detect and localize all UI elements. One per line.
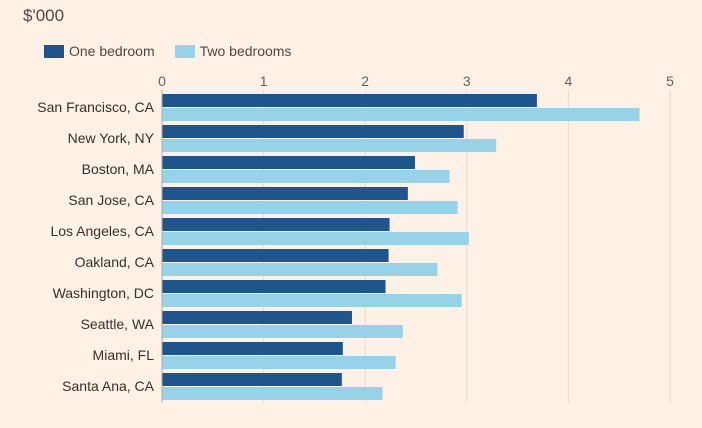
bar-one-bedroom: [162, 94, 537, 107]
x-tick-label: 5: [666, 73, 674, 89]
legend-item-one-bedroom: One bedroom: [44, 43, 155, 59]
category-label: New York, NY: [68, 130, 155, 146]
category-label: Boston, MA: [82, 161, 155, 177]
bar-one-bedroom: [162, 249, 389, 262]
bar-two-bedrooms: [162, 139, 497, 152]
x-tick-label: 4: [565, 73, 573, 89]
legend-label: Two bedrooms: [199, 43, 292, 59]
bar-two-bedrooms: [162, 232, 469, 245]
bar-two-bedrooms: [162, 294, 462, 307]
bar-one-bedroom: [162, 218, 390, 231]
unit-label: $'000: [23, 6, 65, 25]
bar-two-bedrooms: [162, 263, 438, 276]
bar-two-bedrooms: [162, 325, 403, 338]
category-label: Seattle, WA: [81, 316, 155, 332]
x-tick-label: 0: [158, 73, 166, 89]
x-tick-label: 2: [361, 73, 369, 89]
bar-one-bedroom: [162, 187, 408, 200]
bar-one-bedroom: [162, 373, 342, 386]
category-label: Santa Ana, CA: [62, 378, 155, 394]
x-tick-label: 1: [260, 73, 268, 89]
category-label: San Francisco, CA: [37, 99, 154, 115]
bar-one-bedroom: [162, 280, 386, 293]
bar-two-bedrooms: [162, 170, 450, 183]
legend: One bedroom Two bedrooms: [44, 43, 311, 59]
bar-two-bedrooms: [162, 201, 458, 214]
legend-swatch-two-bedrooms: [174, 44, 195, 58]
bar-one-bedroom: [162, 156, 415, 169]
legend-item-two-bedrooms: Two bedrooms: [174, 43, 292, 59]
legend-swatch-one-bedroom: [44, 44, 64, 58]
category-label: Miami, FL: [93, 347, 155, 363]
category-label: San Jose, CA: [68, 192, 154, 208]
bar-two-bedrooms: [162, 108, 640, 121]
bar-two-bedrooms: [162, 387, 383, 400]
category-label: Oakland, CA: [75, 254, 155, 270]
category-label: Los Angeles, CA: [50, 223, 154, 239]
bar-one-bedroom: [162, 342, 343, 355]
bar-two-bedrooms: [162, 356, 396, 369]
x-tick-label: 3: [463, 73, 471, 89]
category-label: Washington, DC: [53, 285, 154, 301]
legend-label: One bedroom: [69, 43, 155, 59]
bar-one-bedroom: [162, 311, 352, 324]
bar-one-bedroom: [162, 125, 464, 138]
